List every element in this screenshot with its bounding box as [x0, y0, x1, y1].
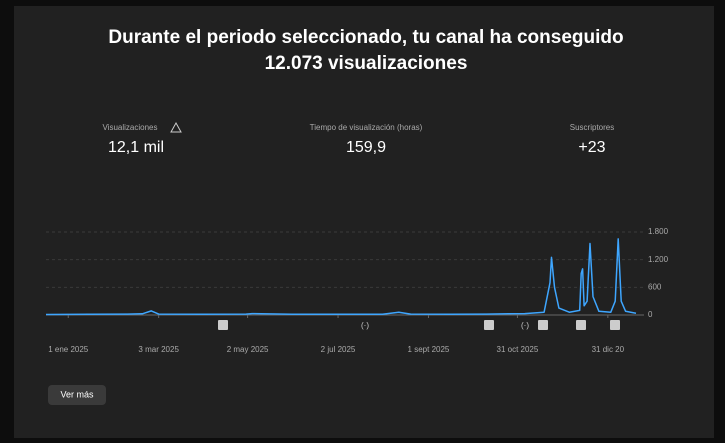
y-tick-label: 1.200: [648, 255, 669, 264]
y-tick-label: 600: [648, 282, 662, 291]
x-tick-label: 1 sept 2025: [408, 345, 450, 354]
metric-label: Tiempo de visualización (horas): [310, 123, 423, 132]
live-marker: (·): [521, 321, 529, 330]
metric-label: Suscriptores: [570, 123, 614, 132]
y-tick-label: 0: [648, 310, 653, 319]
live-marker: (·): [361, 321, 369, 330]
page: Durante el periodo seleccionado, tu cana…: [0, 0, 725, 438]
screen: Durante el periodo seleccionado, tu cana…: [0, 0, 725, 438]
subtitle: 12.073 visualizaciones: [265, 53, 468, 74]
x-tick-label: 3 mar 2025: [138, 345, 179, 354]
y-tick-label: 1.800: [648, 227, 669, 236]
video-marker: [218, 320, 228, 330]
x-tick-label: 31 dic 20: [592, 345, 625, 354]
x-tick-label: 1 ene 2025: [48, 345, 89, 354]
metric-value: 12,1 mil: [108, 139, 164, 156]
metric-value: 159,9: [346, 139, 386, 156]
x-tick-label: 2 may 2025: [227, 345, 269, 354]
video-marker: [610, 320, 620, 330]
video-marker: [538, 320, 548, 330]
video-marker: [484, 320, 494, 330]
metric-value: +23: [578, 139, 605, 156]
see-more-label[interactable]: Ver más: [60, 389, 94, 399]
x-tick-label: 2 jul 2025: [321, 345, 356, 354]
video-marker: [576, 320, 586, 330]
x-tick-label: 31 oct 2025: [497, 345, 539, 354]
metric-label: Visualizaciones: [103, 123, 158, 132]
title: Durante el periodo seleccionado, tu cana…: [108, 27, 623, 48]
